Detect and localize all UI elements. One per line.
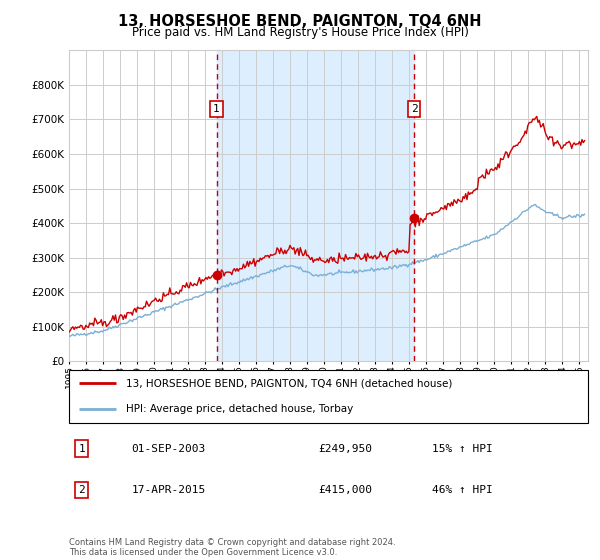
Text: 15% ↑ HPI: 15% ↑ HPI [432,444,493,454]
Text: 01-SEP-2003: 01-SEP-2003 [131,444,206,454]
Text: 1: 1 [213,104,220,114]
Text: £415,000: £415,000 [318,485,372,495]
Text: Price paid vs. HM Land Registry's House Price Index (HPI): Price paid vs. HM Land Registry's House … [131,26,469,39]
Text: £249,950: £249,950 [318,444,372,454]
Text: 2: 2 [411,104,418,114]
FancyBboxPatch shape [69,370,588,423]
Text: 2: 2 [79,485,85,495]
Bar [217,50,414,361]
Text: 17-APR-2015: 17-APR-2015 [131,485,206,495]
Text: HPI: Average price, detached house, Torbay: HPI: Average price, detached house, Torb… [126,404,353,414]
Text: 13, HORSESHOE BEND, PAIGNTON, TQ4 6NH: 13, HORSESHOE BEND, PAIGNTON, TQ4 6NH [118,14,482,29]
Text: 46% ↑ HPI: 46% ↑ HPI [432,485,493,495]
Text: Contains HM Land Registry data © Crown copyright and database right 2024.
This d: Contains HM Land Registry data © Crown c… [69,538,395,557]
Text: 1: 1 [79,444,85,454]
Text: 13, HORSESHOE BEND, PAIGNTON, TQ4 6NH (detached house): 13, HORSESHOE BEND, PAIGNTON, TQ4 6NH (d… [126,379,452,389]
